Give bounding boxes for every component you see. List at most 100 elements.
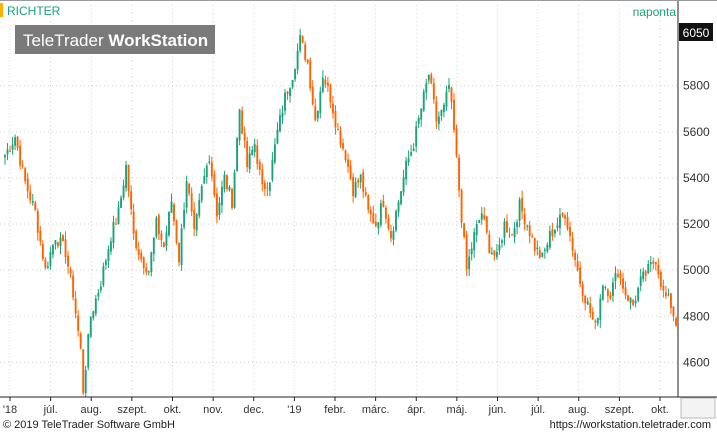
candle-body: [670, 293, 672, 308]
candle-body: [506, 221, 508, 233]
candle-body: [561, 213, 564, 216]
candle-body: [104, 260, 107, 265]
y-tick-label: 5400: [683, 171, 710, 185]
candle-body: [342, 143, 344, 149]
candle-body: [594, 320, 597, 323]
candle-body: [541, 253, 544, 257]
candle-body: [301, 36, 304, 43]
candle-body: [115, 223, 117, 225]
candle-body: [364, 192, 367, 196]
candle-body: [420, 108, 423, 120]
candle-body: [326, 82, 329, 86]
candle-body: [611, 282, 614, 296]
candle-body: [392, 230, 395, 240]
candle-body: [581, 283, 584, 296]
candle-body: [41, 243, 44, 260]
x-axis: '18 júl. aug. szept. okt. nov. dec. '19 febr. már…: [3, 397, 669, 416]
candle-body: [24, 168, 27, 182]
candle-body: [437, 116, 440, 124]
candle-body: [6, 149, 9, 155]
candle-body: [11, 144, 14, 150]
candle-body: [422, 91, 425, 111]
candle-body: [400, 191, 402, 204]
candle-body: [26, 178, 29, 192]
candle-body: [256, 145, 259, 164]
candle-body: [465, 234, 468, 270]
candle-body: [97, 292, 100, 297]
candle-body: [617, 274, 619, 277]
candle-body: [112, 222, 115, 243]
candle-body: [218, 202, 221, 216]
x-tick-label: febr.: [324, 404, 345, 416]
watermark-plain: TeleTrader: [23, 31, 108, 50]
candle-body: [152, 237, 155, 254]
watermark-bold: WorkStation: [108, 31, 208, 50]
candle-body: [619, 273, 622, 278]
candle-body: [14, 137, 17, 146]
y-tick-label: 5200: [683, 217, 710, 231]
candle-body: [586, 301, 589, 305]
candle-body: [412, 148, 415, 151]
candle-body: [102, 266, 105, 286]
candle-body: [125, 164, 128, 189]
candle-body: [415, 126, 418, 147]
candle-body: [170, 201, 173, 213]
source-url[interactable]: https://workstation.teletrader.com: [549, 419, 711, 431]
candle-body: [627, 295, 630, 301]
candle-body: [528, 225, 531, 237]
candle-body: [268, 182, 271, 192]
candle-body: [331, 103, 334, 114]
candle-body: [468, 256, 471, 270]
candle-body: [498, 244, 501, 251]
candle-body: [299, 35, 302, 51]
candle-body: [460, 189, 463, 223]
candle-body: [488, 234, 491, 254]
candle-body: [445, 91, 448, 108]
candle-body: [427, 74, 430, 81]
candle-body: [150, 252, 153, 273]
candle-body: [122, 185, 125, 198]
candle-body: [667, 294, 670, 296]
period-label: naponta: [633, 5, 677, 19]
candle-body: [145, 267, 148, 273]
symbol-title: RICHTER: [7, 4, 61, 18]
candle-body: [200, 186, 203, 201]
candle-body: [49, 252, 52, 266]
candle-body: [553, 230, 556, 234]
candle-body: [263, 182, 266, 189]
candle-body: [248, 153, 251, 170]
candle-body: [195, 214, 198, 231]
x-tick-label: máj.: [446, 404, 467, 416]
candle-body: [349, 165, 352, 180]
candle-body: [258, 161, 261, 171]
candle-body: [634, 300, 637, 304]
y-tick-label: 4800: [683, 309, 710, 323]
candle-body: [513, 228, 516, 238]
candle-body: [614, 273, 617, 282]
candle-body: [198, 199, 201, 216]
candle-body: [266, 187, 269, 189]
candle-body: [203, 176, 206, 184]
candle-body: [155, 217, 158, 237]
candle-body: [642, 271, 645, 280]
watermark-box: [15, 25, 215, 54]
candle-body: [405, 160, 408, 180]
candle-body: [334, 110, 337, 128]
candle-body: [480, 213, 483, 220]
candle-body: [253, 143, 256, 152]
candle-body: [54, 240, 57, 245]
x-tick-label: szept.: [605, 404, 634, 416]
y-axis: 4600 4800 5000 5200 5400 5600 5800: [683, 79, 710, 370]
candle-body: [231, 189, 233, 208]
candle-body: [223, 174, 226, 190]
candle-body: [324, 79, 327, 85]
candle-body: [36, 211, 39, 233]
watermark-text: TeleTrader WorkStation: [23, 31, 208, 50]
candle-body: [208, 161, 211, 163]
candle-body: [448, 85, 450, 89]
candle-body: [306, 59, 309, 63]
candle-body: [384, 207, 387, 219]
candle-body: [67, 255, 70, 267]
chart-scroll-handle[interactable]: [680, 397, 716, 419]
